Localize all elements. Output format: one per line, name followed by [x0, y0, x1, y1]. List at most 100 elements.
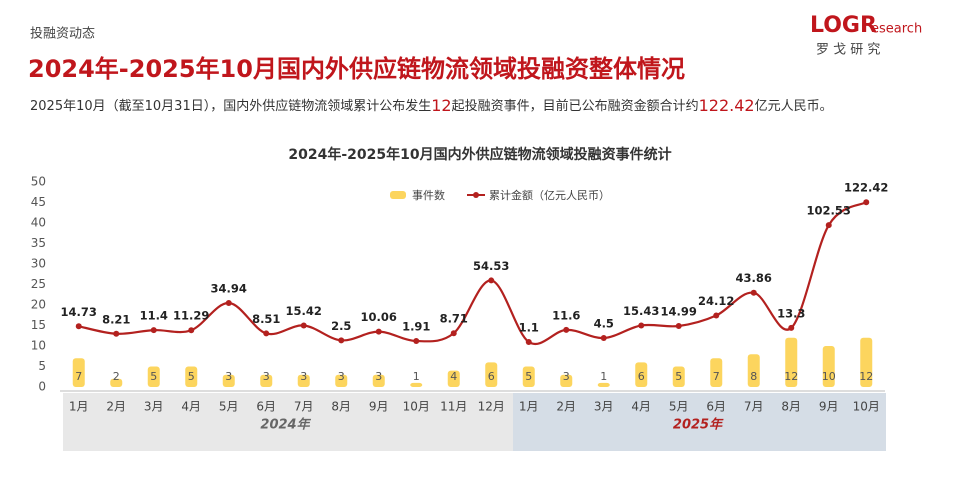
bar [597, 382, 610, 387]
year-band [513, 393, 886, 451]
line-value-label: 8.21 [102, 312, 130, 326]
year-label: 2025年 [673, 417, 724, 433]
bar [185, 366, 198, 387]
line-value-label: 8.51 [252, 312, 280, 326]
bar-value-label: 3 [300, 370, 307, 383]
x-tick-label: 4月 [631, 400, 651, 414]
bar [447, 370, 460, 387]
line-value-label: 14.99 [661, 304, 697, 318]
line-point [75, 323, 82, 330]
bar [747, 354, 760, 387]
bar-value-label: 6 [488, 370, 495, 383]
y-tick-label: 15 [31, 318, 46, 332]
line-value-label: 8.71 [440, 312, 468, 326]
x-tick-label: 6月 [706, 400, 726, 414]
bar-value-label: 3 [225, 370, 232, 383]
bar [260, 374, 273, 387]
line-point [488, 277, 495, 284]
y-tick-label: 35 [31, 236, 46, 250]
line-point [788, 324, 795, 331]
subtitle-part: 亿元人民币。 [755, 99, 833, 114]
line-point [675, 322, 682, 329]
bar-value-label: 6 [638, 370, 645, 383]
bar [110, 378, 123, 387]
line [78, 201, 867, 345]
x-tick-label: 3月 [144, 400, 164, 414]
y-tick-label: 40 [31, 216, 46, 230]
line-point [375, 328, 382, 335]
year-band [63, 393, 513, 451]
legend-label: 累计金额（亿元人民币） [489, 188, 610, 202]
bar-value-label: 7 [713, 370, 720, 383]
x-tick-label: 9月 [819, 400, 839, 414]
bar-value-label: 3 [263, 370, 270, 383]
bar-value-label: 7 [75, 370, 82, 383]
bar-value-label: 5 [188, 370, 195, 383]
bar-value-label: 5 [525, 370, 532, 383]
x-tick-label: 2月 [556, 400, 576, 414]
bar-value-label: 2 [113, 370, 120, 383]
x-tick-label: 10月 [853, 400, 880, 414]
line-point [263, 330, 270, 337]
bar-value-label: 1 [600, 370, 607, 383]
logo-sub: esearch [871, 22, 922, 37]
line-point [525, 338, 532, 345]
bar-value-label: 5 [150, 370, 157, 383]
line-point [563, 326, 570, 333]
bar-value-label: 5 [675, 370, 682, 383]
x-tick-label: 6月 [256, 400, 276, 414]
bar-value-label: 4 [450, 370, 457, 383]
line-point [300, 322, 307, 329]
line-value-label: 1.91 [402, 320, 430, 334]
y-tick-label: 45 [31, 195, 46, 209]
line-value-label: 54.53 [473, 259, 509, 273]
line-value-label: 34.94 [211, 281, 247, 295]
bar [410, 382, 423, 387]
line-value-label: 15.43 [623, 304, 659, 318]
logo-cn: 罗 戈 研 究 [816, 43, 880, 58]
x-tick-label: 3月 [594, 400, 614, 414]
x-tick-label: 8月 [331, 400, 351, 414]
y-tick-label: 30 [31, 257, 46, 271]
line-point [113, 330, 120, 337]
line-point [338, 337, 345, 344]
bar-value-label: 8 [750, 370, 757, 383]
x-tick-label: 4月 [181, 400, 201, 414]
x-tick-label: 8月 [781, 400, 801, 414]
line-point [750, 289, 757, 296]
line-value-label: 2.5 [331, 319, 351, 333]
bar [635, 362, 648, 387]
line-value-label: 122.42 [844, 181, 888, 195]
legend-label: 事件数 [412, 189, 445, 202]
bar-value-label: 3 [563, 370, 570, 383]
line-value-label: 43.86 [736, 271, 772, 285]
x-tick-label: 7月 [294, 400, 314, 414]
bar [860, 337, 873, 387]
line-point [150, 327, 157, 334]
bar-value-label: 10 [822, 370, 836, 383]
subtitle-part: 起投融资事件，目前已公布融资金额合计约 [452, 98, 699, 114]
bar-value-label: 12 [859, 370, 873, 383]
line-value-label: 14.73 [61, 305, 97, 319]
bar [335, 374, 348, 387]
line-value-label: 10.06 [361, 310, 397, 324]
bar [72, 358, 85, 387]
x-tick-label: 1月 [69, 400, 89, 414]
legend-swatch [390, 191, 406, 199]
bar [822, 346, 835, 387]
line-value-label: 15.42 [286, 304, 322, 318]
subtitle: 2025年10月（截至10月31日），国内外供应链物流领域累计公布发生12起投融… [30, 96, 833, 115]
x-tick-label: 5月 [669, 400, 689, 414]
bar [147, 366, 160, 387]
line-value-label: 1.1 [519, 320, 539, 334]
line-value-label: 11.29 [173, 309, 209, 323]
bar-value-label: 12 [784, 370, 798, 383]
subtitle-highlight: 12 [431, 96, 451, 115]
bar-value-label: 1 [413, 370, 420, 383]
line-value-label: 11.6 [552, 308, 580, 322]
subtitle-part: 2025年10月（截至10月31日），国内外供应链物流领域累计公布发生 [30, 98, 431, 114]
line-value-label: 102.53 [807, 204, 851, 218]
x-tick-label: 12月 [478, 400, 505, 414]
line-point [188, 327, 195, 334]
